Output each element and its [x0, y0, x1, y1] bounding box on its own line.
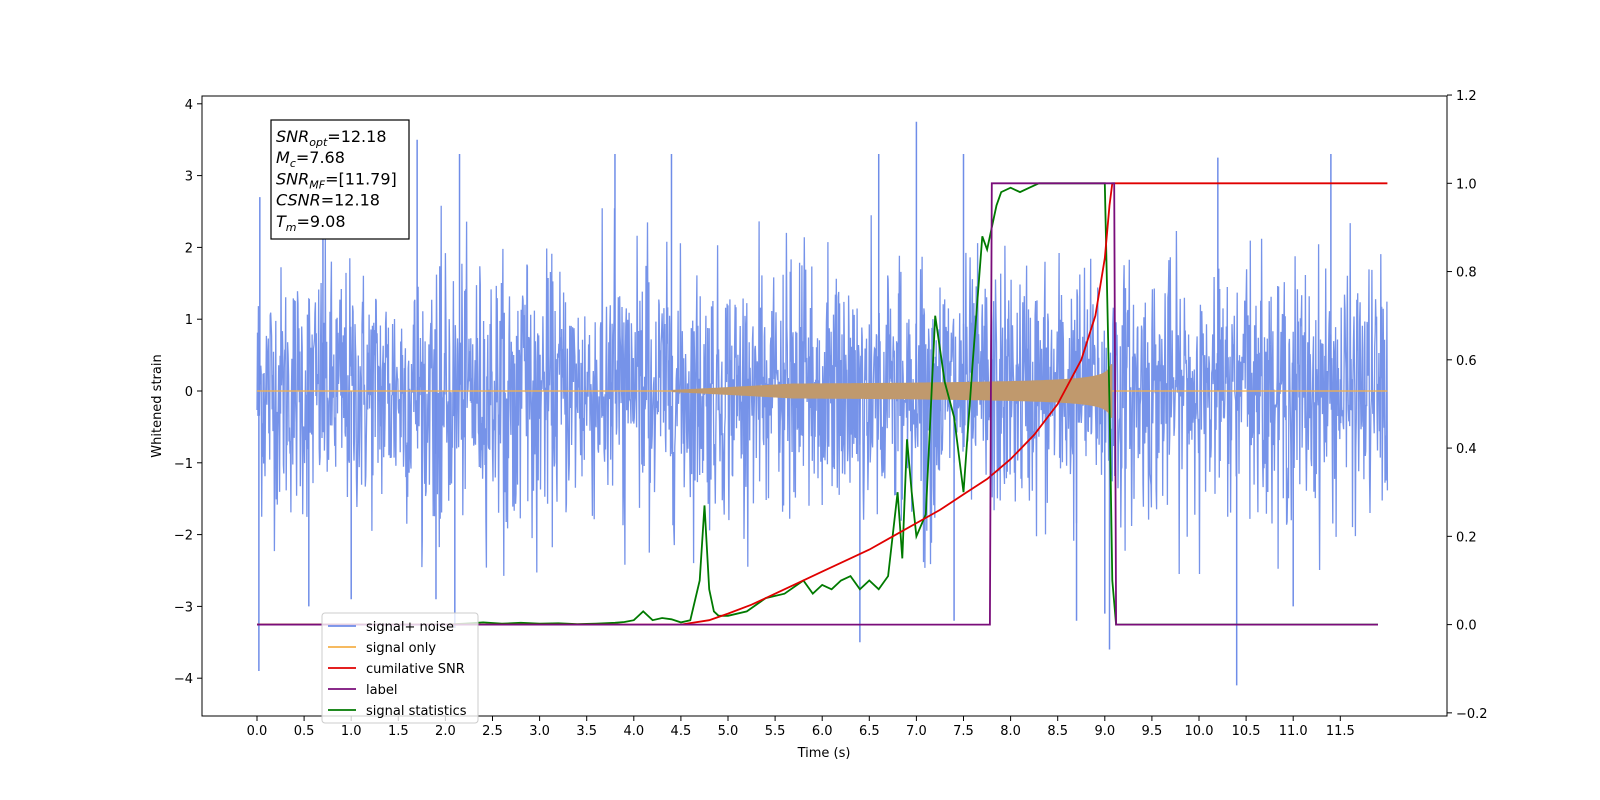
x-tick-label-14: 7.0	[906, 724, 927, 739]
series-line-signal-statistics	[257, 182, 1378, 626]
x-tick-label-6: 3.0	[529, 724, 550, 739]
x-tick-label-19: 9.5	[1142, 724, 1163, 739]
signal-noise-line	[256, 205, 1389, 576]
y-tick-label-2: −2	[174, 529, 193, 544]
x-tick-label-10: 5.0	[718, 724, 739, 739]
legend-label-2: cumilative SNR	[366, 662, 465, 677]
y-tick-label-3: −1	[174, 457, 193, 472]
annotation-line-0: SNRopt=12.18	[276, 127, 387, 149]
y-right-tick-label-7: 1.2	[1456, 89, 1477, 104]
x-tick-label-3: 1.5	[388, 724, 409, 739]
legend-box	[321, 612, 479, 724]
legend-label-4: signal statistics	[366, 704, 467, 719]
y-right-tick-label-1: 0.0	[1456, 619, 1477, 634]
signal-only-series	[257, 364, 1388, 418]
signal-only-chirp	[671, 364, 1113, 418]
x-tick-label-4: 2.0	[435, 724, 456, 739]
legend-label-0: signal+ noise	[366, 620, 454, 635]
legend-label-1: signal only	[366, 641, 436, 656]
signal-noise-series	[256, 121, 1389, 686]
annotation-line-3: CSNR=12.18	[276, 191, 380, 210]
series-line-label	[257, 182, 1378, 626]
y-tick-label-6: 2	[185, 241, 193, 256]
legend-label-3: label	[366, 683, 397, 698]
x-tick-label-23: 11.5	[1326, 724, 1355, 739]
y-right-tick-label-5: 0.8	[1456, 266, 1477, 281]
x-tick-label-0: 0.0	[247, 724, 268, 739]
x-tick-label-16: 8.0	[1000, 724, 1021, 739]
y-axis-label: Whitened strain	[150, 354, 165, 457]
x-tick-label-2: 1.0	[341, 724, 362, 739]
y-tick-label-4: 0	[185, 385, 193, 400]
y-tick-label-7: 3	[185, 170, 193, 185]
legend: signal+ noise signal only cumilative SNR la…	[321, 612, 479, 724]
y-tick-label-5: 1	[185, 313, 193, 328]
y-tick-label-1: −3	[174, 600, 193, 615]
x-axis-ticks: 0.0 0.5 1.0 1.5 2.0 2.5 3.0 3.5 4.0 4.5 5.0 5.5 6.0 6…	[247, 716, 1355, 739]
x-tick-label-12: 6.0	[812, 724, 833, 739]
y-right-tick-label-4: 0.6	[1456, 354, 1477, 369]
x-tick-label-11: 5.5	[765, 724, 786, 739]
x-tick-label-20: 10.0	[1185, 724, 1214, 739]
plot-frame	[201, 95, 1448, 717]
x-tick-label-13: 6.5	[859, 724, 880, 739]
y-axis-left-ticks: −4 −3 −2 −1 0 1 2 3 4	[174, 98, 202, 687]
y-right-tick-label-3: 0.4	[1456, 442, 1477, 457]
x-tick-label-22: 11.0	[1279, 724, 1308, 739]
x-tick-label-17: 8.5	[1047, 724, 1068, 739]
annotation-line-1: Mc=7.68	[276, 148, 345, 170]
y-tick-label-8: 4	[185, 98, 193, 113]
annotation-line-2: SNRMF=[11.79]	[276, 169, 397, 191]
x-tick-label-8: 4.0	[623, 724, 644, 739]
y-right-tick-label-2: 0.2	[1456, 530, 1477, 545]
y-right-tick-label-6: 1.0	[1456, 177, 1477, 192]
y-right-tick-label-0: −0.2	[1456, 707, 1488, 722]
y-axis-right-ticks: −0.2 0.0 0.2 0.4 0.6 0.8 1.0 1.2	[1447, 89, 1488, 722]
series-line-cumilative-snr	[257, 182, 1388, 626]
x-tick-label-1: 0.5	[294, 724, 315, 739]
y-tick-label-0: −4	[174, 672, 193, 687]
x-tick-label-21: 10.5	[1232, 724, 1261, 739]
right-axis-series	[257, 182, 1388, 626]
x-tick-label-7: 3.5	[576, 724, 597, 739]
x-tick-label-15: 7.5	[953, 724, 974, 739]
x-axis-label: Time (s)	[797, 746, 851, 761]
x-tick-label-18: 9.0	[1094, 724, 1115, 739]
annotation-line-4: Tm=9.08	[276, 212, 346, 234]
annotation-box: SNRopt=12.18Mc=7.68SNRMF=[11.79]CSNR=12.…	[270, 119, 410, 240]
x-tick-label-5: 2.5	[482, 724, 503, 739]
x-tick-label-9: 4.5	[671, 724, 692, 739]
